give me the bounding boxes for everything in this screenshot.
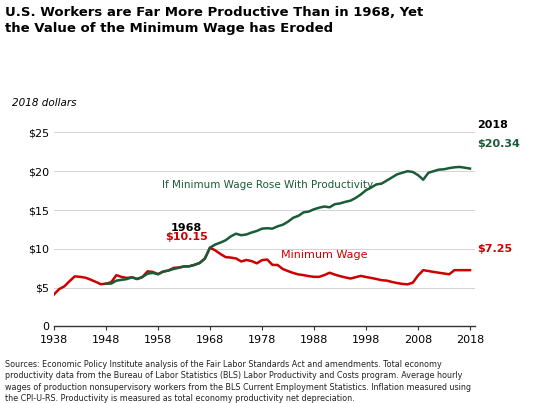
Text: Minimum Wage: Minimum Wage xyxy=(281,250,368,260)
Text: $20.34: $20.34 xyxy=(477,139,520,149)
Text: Sources: Economic Policy Institute analysis of the Fair Labor Standards Act and : Sources: Economic Policy Institute analy… xyxy=(5,359,471,403)
Text: 2018: 2018 xyxy=(477,120,508,130)
Text: U.S. Workers are Far More Productive Than in 1968, Yet
the Value of the Minimum : U.S. Workers are Far More Productive Tha… xyxy=(5,6,424,35)
Text: If Minimum Wage Rose With Productivity: If Minimum Wage Rose With Productivity xyxy=(161,180,373,190)
Text: $10.15: $10.15 xyxy=(165,232,208,242)
Text: 2018 dollars: 2018 dollars xyxy=(12,98,76,108)
Text: 1968: 1968 xyxy=(171,223,202,233)
Text: $7.25: $7.25 xyxy=(477,244,512,253)
